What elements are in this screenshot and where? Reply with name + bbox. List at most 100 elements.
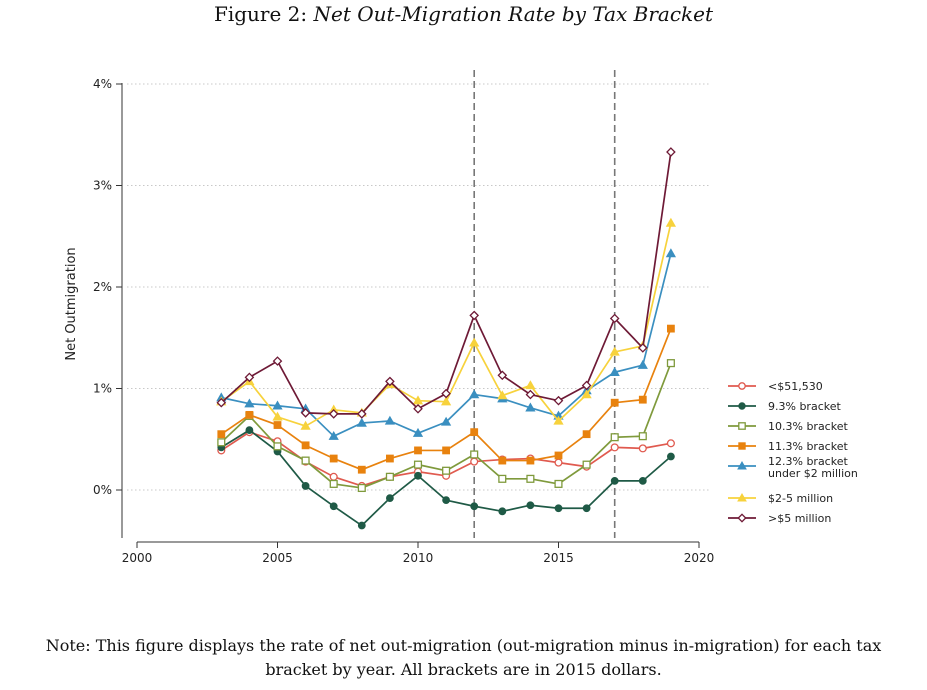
data-point [328, 409, 339, 419]
legend-label: 12.3% bracket under $2 million [768, 455, 858, 480]
data-point [301, 456, 310, 465]
x-tick-label: 2020 [684, 551, 715, 565]
data-point [553, 415, 564, 425]
data-point [470, 457, 479, 466]
data-point [638, 476, 647, 485]
series-3 [217, 324, 675, 474]
data-point [300, 420, 311, 430]
legend-entry-2: 10.3% bracket [728, 420, 848, 433]
legend-entry-3: 11.3% bracket [728, 440, 848, 453]
series-layer [216, 147, 677, 530]
data-point [328, 430, 339, 440]
data-point [610, 398, 619, 407]
legend-label: 11.3% bracket [768, 440, 848, 453]
figure-title: Figure 2: Net Out-Migration Rate by Tax … [0, 2, 927, 26]
legend-marker [738, 442, 746, 450]
data-point [526, 501, 535, 510]
data-point [441, 388, 451, 399]
data-point [413, 460, 423, 469]
data-point [637, 359, 648, 369]
legend-marker [738, 422, 746, 430]
x-tick-label: 2000 [122, 551, 153, 565]
data-point [329, 502, 338, 511]
series-2 [217, 359, 675, 493]
data-point [638, 444, 647, 453]
legend-entry-1: 9.3% bracket [728, 400, 841, 413]
series-1 [217, 426, 675, 530]
data-point [666, 147, 676, 157]
data-point [667, 324, 675, 333]
data-point [469, 337, 480, 347]
data-point [526, 474, 535, 483]
data-point [610, 476, 619, 485]
grid-layer [127, 83, 710, 491]
y-tick-label: 0% [93, 483, 112, 497]
data-point [470, 428, 479, 437]
legend-marker [738, 402, 746, 410]
data-point [497, 390, 508, 400]
data-point [638, 432, 647, 441]
data-point [581, 380, 592, 391]
x-tick-label: 2015 [543, 551, 574, 565]
axes-layer: 0% 1% 2% 3% 4% 2000 2005 2010 2015 2020 [93, 70, 714, 565]
legend-marker [737, 460, 747, 470]
data-point [440, 396, 452, 406]
series-line [220, 151, 672, 415]
series-6 [216, 147, 676, 419]
data-point [610, 433, 619, 442]
data-point [385, 376, 395, 387]
data-point [469, 389, 480, 399]
data-point [554, 451, 563, 460]
figure-note: Note: This figure displays the rate of n… [0, 634, 927, 682]
data-point [244, 398, 255, 408]
legend-marker [738, 382, 746, 390]
y-axis-title: Net Outmigration [64, 247, 79, 360]
data-point [442, 446, 451, 455]
x-tick-label: 2005 [262, 551, 293, 565]
data-point [498, 456, 507, 465]
data-point [666, 359, 675, 368]
y-tick-label: 2% [93, 280, 112, 294]
data-point [301, 482, 310, 490]
data-point [386, 454, 394, 463]
data-point [329, 454, 338, 463]
legend-entry-4: 12.3% bracket under $2 million [728, 455, 858, 480]
legend-label: 10.3% bracket [768, 420, 848, 433]
data-point [385, 472, 394, 481]
data-point [357, 483, 366, 493]
data-point [356, 409, 367, 419]
data-point [217, 438, 226, 447]
line-chart: 0% 1% 2% 3% 4% 2000 2005 2010 2015 2020 <$51,530 9… [64, 70, 858, 565]
data-point [272, 356, 283, 366]
data-point [666, 439, 675, 448]
data-point [329, 479, 338, 488]
data-point [637, 343, 648, 353]
y-tick-label: 3% [93, 179, 112, 193]
data-point [273, 421, 282, 429]
data-point [329, 472, 338, 481]
data-point [300, 408, 311, 418]
data-point [412, 427, 424, 437]
data-point [553, 395, 564, 406]
data-point [638, 395, 647, 404]
legend-label: >$5 million [768, 512, 831, 525]
data-point [412, 395, 424, 405]
data-point [440, 416, 452, 426]
x-tick-label: 2010 [403, 551, 434, 565]
data-point [582, 460, 591, 469]
data-point [384, 415, 396, 425]
data-point [581, 389, 592, 399]
figure-title-text: Net Out-Migration Rate by Tax Bracket [313, 2, 714, 26]
legend-label: $2-5 million [768, 492, 833, 505]
note-line-1: Note: This figure displays the rate of n… [45, 636, 882, 655]
data-point [609, 367, 620, 376]
legend-label: 9.3% bracket [768, 400, 841, 413]
series-0 [217, 428, 675, 490]
data-point [414, 471, 422, 480]
data-point [272, 400, 283, 410]
data-point [554, 458, 563, 467]
data-point [665, 248, 677, 258]
note-line-2: bracket by year. All brackets are in 201… [265, 660, 662, 679]
data-point [386, 494, 394, 503]
legend-entry-5: $2-5 million [728, 492, 833, 505]
